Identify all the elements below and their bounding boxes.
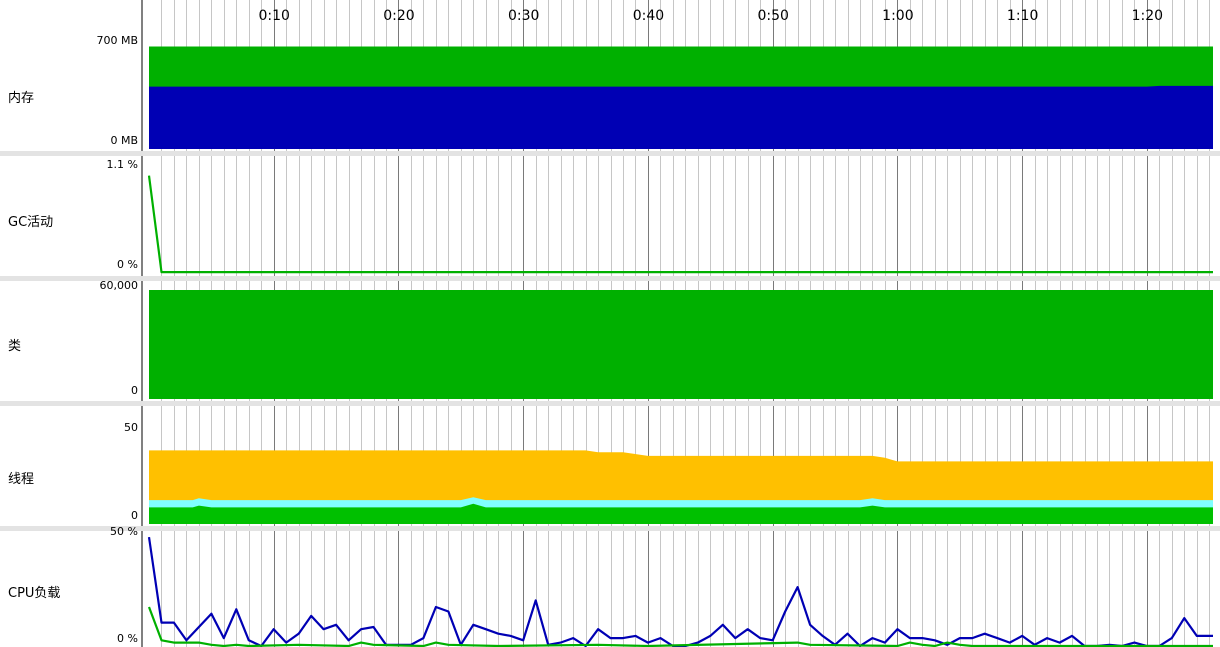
panel-separator [0, 151, 1220, 156]
memory-ymin-label: 0 MB [110, 134, 138, 147]
cpu-ymin-label: 0 % [117, 632, 138, 645]
x-tick-label: 0:30 [507, 8, 540, 24]
threads-ymax-label: 50 [124, 421, 138, 434]
memory-ymax-label: 700 MB [96, 34, 138, 47]
classes-ymin-label: 0 [131, 384, 138, 397]
gc-ymax-label: 1.1 % [106, 158, 138, 171]
memory-panel-label: 内存 [8, 91, 35, 106]
x-tick-label: 0:50 [757, 8, 789, 24]
classes-panel-label: 类 [8, 338, 22, 354]
cpu-line-series-0 [147, 536, 1213, 647]
panel-separator [0, 276, 1220, 281]
cpu-line-series-1 [147, 606, 1213, 647]
panel-separator [0, 401, 1220, 406]
x-tick-label: 0:40 [632, 8, 665, 24]
gc-ymin-label: 0 % [117, 258, 138, 271]
cpu-ymax-label: 50 % [110, 525, 138, 538]
cpu-panel-label: CPU负载 [8, 585, 61, 601]
panel-separator [0, 526, 1220, 531]
classes-area-series-0 [149, 290, 1213, 399]
threads-panel-label: 线程 [8, 472, 35, 487]
memory-area-series-1 [149, 85, 1213, 149]
threads-area-series-2 [149, 503, 1213, 524]
x-tick-label: 1:00 [882, 8, 914, 24]
threads-ymin-label: 0 [131, 509, 138, 522]
gc-line-series-0 [147, 175, 1213, 274]
x-tick-label: 0:20 [383, 8, 415, 24]
x-tick-label: 1:10 [1006, 8, 1039, 24]
x-tick-label: 0:10 [258, 8, 290, 24]
gc-panel-label: GC活动 [8, 215, 54, 230]
x-tick-label: 1:20 [1131, 8, 1164, 24]
classes-ymax-label: 60,000 [99, 279, 139, 292]
